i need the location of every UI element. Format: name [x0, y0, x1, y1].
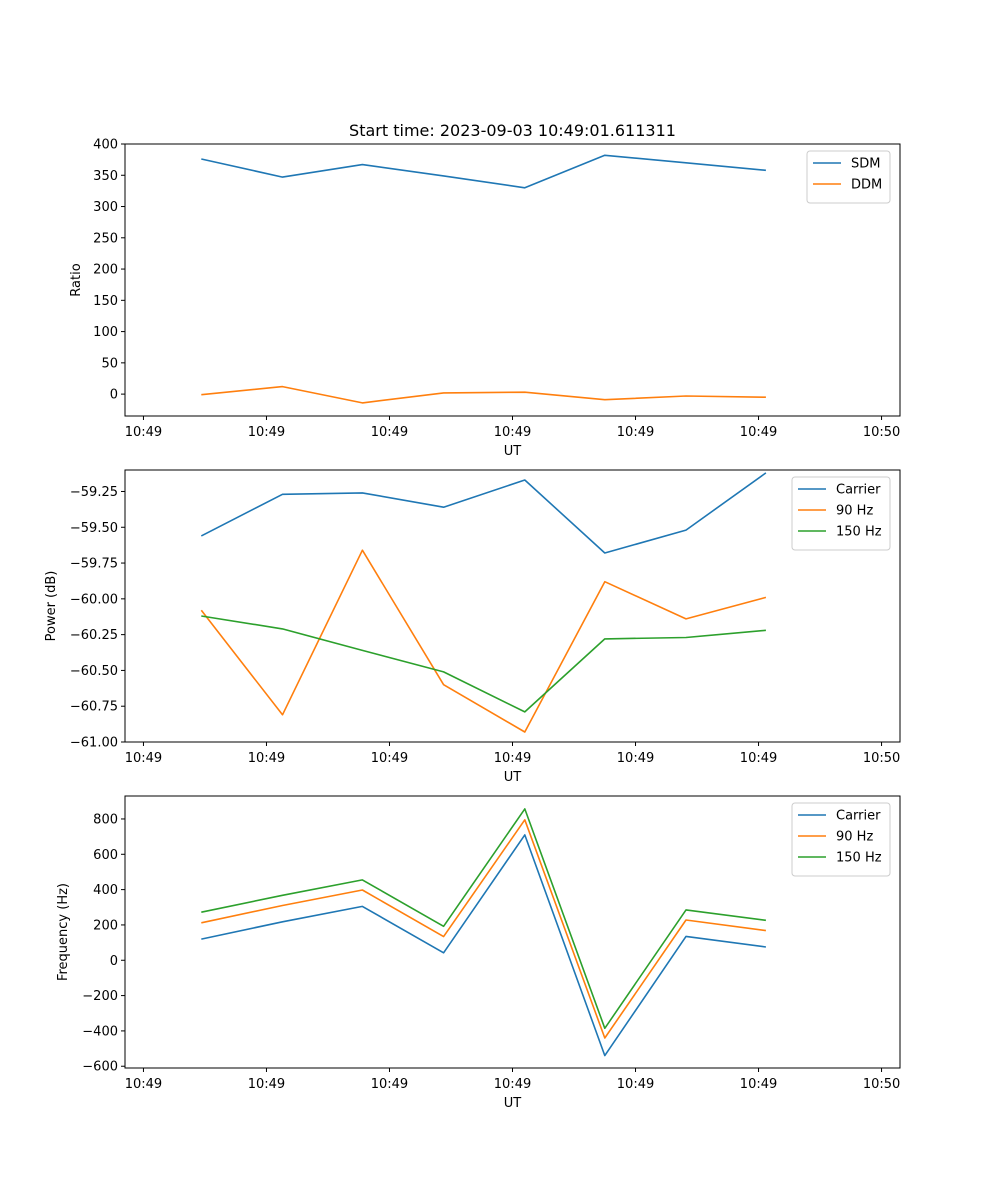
legend: Carrier 90 Hz 150 Hz — [791, 802, 891, 877]
y-tick-label: −400 — [82, 1024, 118, 1039]
x-tick-label: 10:49 — [125, 751, 162, 766]
series-line-carrier — [201, 834, 767, 1057]
y-tick-label: 800 — [93, 812, 118, 827]
x-tick-label: 10:49 — [371, 425, 408, 440]
power-panel: 10:49 10:49 10:49 10:49 10:49 10:49 10:50 −59.2… — [44, 469, 901, 785]
x-tick-label: 10:49 — [494, 751, 531, 766]
legend-box — [806, 150, 891, 204]
legend-label: Carrier — [836, 483, 881, 498]
x-tick-label: 10:49 — [125, 1077, 162, 1092]
series-line-carrier — [200, 472, 767, 554]
y-tick-label: 50 — [101, 356, 118, 371]
y-tick-label: 250 — [93, 231, 118, 246]
x-axis-label: UT — [504, 444, 522, 459]
series-line-90-hz — [200, 549, 767, 733]
y-tick-label: 200 — [93, 918, 118, 933]
series-line-ddm — [201, 385, 766, 404]
x-axis-label: UT — [504, 1096, 522, 1111]
x-tick-label: 10:49 — [248, 1077, 285, 1092]
x-tick-label: 10:49 — [248, 425, 285, 440]
ratio-panel: Start time: 2023-09-03 10:49:01.611311 10… — [69, 121, 901, 459]
legend-label: DDM — [851, 178, 882, 193]
x-tick-label: 10:49 — [248, 751, 285, 766]
y-tick-label: 0 — [110, 954, 118, 969]
chart-title: Start time: 2023-09-03 10:49:01.611311 — [349, 121, 676, 140]
y-tick-label: 600 — [93, 848, 118, 863]
x-tick-label: 10:49 — [125, 425, 162, 440]
y-tick-label: −600 — [82, 1060, 118, 1075]
y-tick-label: 0 — [110, 388, 118, 403]
legend-label: 150 Hz — [836, 851, 882, 866]
axes-frame — [124, 143, 901, 417]
x-tick-label: 10:49 — [617, 425, 654, 440]
x-tick-label: 10:50 — [863, 751, 900, 766]
x-tick-label: 10:49 — [617, 751, 654, 766]
x-tick-label: 10:49 — [371, 1077, 408, 1092]
legend-label: SDM — [851, 157, 880, 172]
frequency-panel: 10:49 10:49 10:49 10:49 10:49 10:49 10:50 −600 −… — [56, 795, 901, 1111]
y-tick-label: −60.50 — [70, 664, 118, 679]
y-axis-label: Frequency (Hz) — [56, 883, 71, 981]
y-tick-label: 100 — [93, 325, 118, 340]
legend-label: 150 Hz — [836, 525, 882, 540]
legend-label: 90 Hz — [836, 830, 873, 845]
series-line-sdm — [201, 154, 766, 189]
y-tick-label: −60.75 — [70, 700, 118, 715]
y-tick-label: −59.75 — [70, 557, 118, 572]
y-tick-label: 350 — [93, 169, 118, 184]
y-tick-label: 200 — [93, 263, 118, 278]
y-axis-label: Power (dB) — [44, 571, 59, 642]
series-line-90-hz — [201, 818, 767, 1039]
axes-frame — [124, 795, 901, 1069]
y-tick-label: 400 — [93, 883, 118, 898]
x-axis-label: UT — [504, 770, 522, 785]
y-tick-label: −61.00 — [70, 736, 118, 751]
legend: Carrier 90 Hz 150 Hz — [791, 476, 891, 551]
x-tick-label: 10:49 — [617, 1077, 654, 1092]
y-tick-label: 300 — [93, 200, 118, 215]
x-tick-label: 10:49 — [371, 751, 408, 766]
legend: SDM DDM — [806, 150, 891, 204]
x-tick-label: 10:49 — [740, 425, 777, 440]
y-tick-label: −200 — [82, 989, 118, 1004]
y-tick-label: 150 — [93, 294, 118, 309]
y-tick-label: 400 — [93, 138, 118, 153]
x-tick-label: 10:50 — [863, 1077, 900, 1092]
x-tick-label: 10:49 — [740, 751, 777, 766]
x-tick-label: 10:49 — [494, 1077, 531, 1092]
y-axis-label: Ratio — [69, 263, 84, 296]
y-tick-label: −60.00 — [70, 592, 118, 607]
y-tick-label: −59.25 — [70, 485, 118, 500]
x-tick-label: 10:50 — [863, 425, 900, 440]
x-tick-label: 10:49 — [494, 425, 531, 440]
legend-label: Carrier — [836, 809, 881, 824]
legend-label: 90 Hz — [836, 504, 873, 519]
y-tick-label: −59.50 — [70, 521, 118, 536]
series-line-150-hz — [201, 615, 766, 713]
y-tick-label: −60.25 — [70, 628, 118, 643]
x-tick-label: 10:49 — [740, 1077, 777, 1092]
axes-frame — [124, 469, 901, 743]
series-line-150-hz — [201, 808, 767, 1030]
